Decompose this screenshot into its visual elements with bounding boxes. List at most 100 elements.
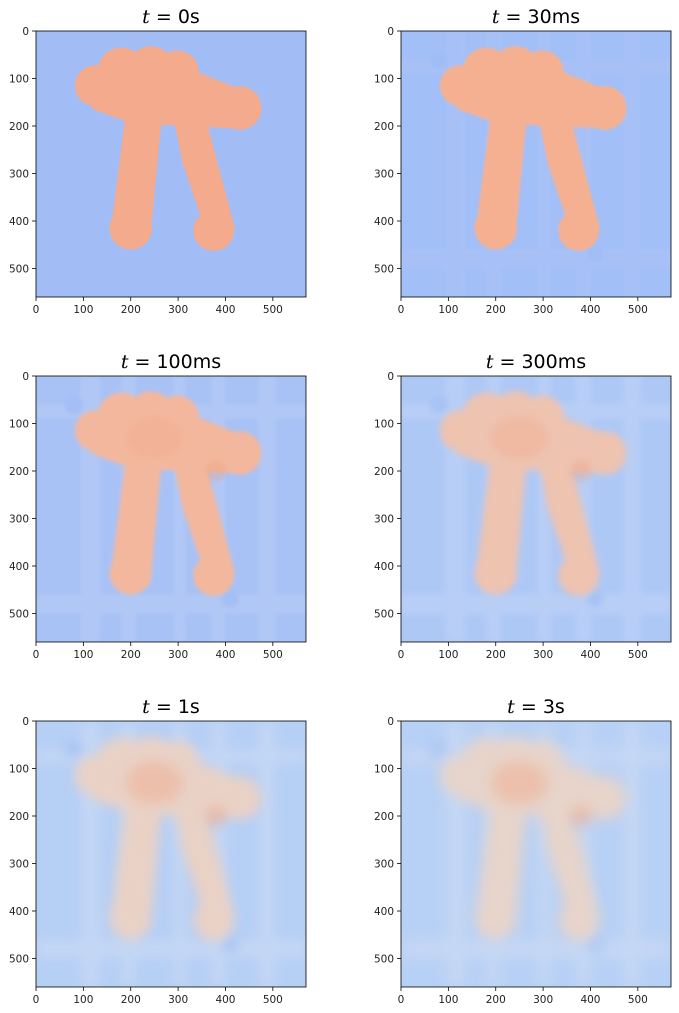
title-value: 100ms [156,351,221,373]
title-variable: t [507,696,515,718]
y-tick-label: 400 [9,906,29,918]
x-tick-label: 300 [533,649,553,661]
y-tick-label: 100 [374,419,394,431]
x-tick-label: 100 [73,994,93,1006]
y-tick-label: 0 [387,26,394,38]
x-tick-label: 300 [168,649,188,661]
title-variable: t [492,6,500,28]
y-tick-label: 200 [9,121,29,133]
panel-0s: 0 100 200 300 400 500 0 100 200 300 400 500 t = 0s [9,6,307,316]
y-tick-label: 100 [374,764,394,776]
y-tick-label: 400 [9,561,29,573]
panel-title: t = 1s [142,696,200,718]
y-tick-label: 500 [374,954,394,966]
y-tick-label: 200 [374,466,394,478]
axes-frame [400,720,672,988]
y-tick-label: 400 [374,216,394,228]
x-tick-label: 200 [121,994,141,1006]
y-tick-label: 300 [9,169,29,181]
y-tick-label: 0 [387,371,394,383]
heatmap-image [36,31,306,297]
y-tick-label: 0 [22,26,29,38]
title-value: 1s [178,696,200,718]
y-tick-label: 500 [374,264,394,276]
x-tick-label: 0 [398,649,405,661]
x-tick-label: 300 [168,994,188,1006]
shape-region [74,46,262,251]
title-equals: = [128,351,156,373]
panel-100ms: 0 100 200 300 400 500 0 100 200 300 400 500 t = 100m… [9,351,307,661]
x-tick-label: 100 [73,304,93,316]
panel-title: t = 100ms [121,351,221,373]
x-tick-label: 100 [438,994,458,1006]
x-tick-label: 500 [263,304,283,316]
y-tick-label: 0 [387,716,394,728]
axes-frame [35,720,307,988]
title-equals: = [150,696,178,718]
x-tick-label: 500 [263,994,283,1006]
y-tick-label: 0 [22,716,29,728]
panel-3s: 0 100 200 300 400 500 0 100 200 300 400 500 t = 3s [374,696,672,1006]
heatmap-image [36,376,306,642]
panel-300ms: 0 100 200 300 400 500 0 100 200 300 400 500 t = 300m… [374,351,672,661]
y-tick-label: 200 [374,811,394,823]
y-tick-label: 200 [9,466,29,478]
x-tick-label: 500 [628,304,648,316]
axes-frame [400,375,672,643]
heatmap-image [401,721,671,987]
axes-frame [35,30,307,298]
x-tick-label: 0 [398,994,405,1006]
shape-region [439,46,627,251]
x-tick-label: 400 [580,649,600,661]
x-tick-label: 400 [215,304,235,316]
title-variable: t [142,6,150,28]
title-equals: = [515,696,543,718]
x-tick-label: 100 [438,649,458,661]
y-tick-label: 200 [374,121,394,133]
title-variable: t [486,351,494,373]
x-tick-label: 300 [533,304,553,316]
title-value: 300ms [521,351,586,373]
y-tick-label: 400 [374,906,394,918]
y-tick-label: 100 [9,419,29,431]
heatmap-image [401,31,671,297]
panel-title: t = 3s [507,696,565,718]
x-tick-label: 100 [73,649,93,661]
x-tick-label: 400 [580,994,600,1006]
x-tick-label: 0 [398,304,405,316]
heatmap-image [36,721,306,987]
x-tick-label: 200 [121,304,141,316]
x-tick-label: 0 [33,994,40,1006]
y-tick-label: 100 [9,74,29,86]
x-tick-label: 200 [486,304,506,316]
title-value: 30ms [528,6,581,28]
y-tick-label: 300 [9,859,29,871]
panel-30ms: 0 100 200 300 400 500 0 100 200 300 400 500 t = 30ms [374,6,672,316]
x-tick-label: 500 [263,649,283,661]
y-tick-label: 500 [374,609,394,621]
y-tick-label: 500 [9,609,29,621]
x-tick-label: 300 [533,994,553,1006]
x-tick-label: 400 [580,304,600,316]
x-tick-label: 0 [33,304,40,316]
panel-title: t = 30ms [492,6,580,28]
y-tick-label: 400 [9,216,29,228]
y-tick-label: 500 [9,264,29,276]
x-tick-label: 0 [33,649,40,661]
axes-frame [400,30,672,298]
x-tick-label: 200 [486,649,506,661]
y-tick-label: 300 [374,514,394,526]
title-equals: = [493,351,521,373]
y-tick-label: 100 [374,74,394,86]
x-tick-label: 400 [215,994,235,1006]
y-tick-label: 300 [9,514,29,526]
panel-1s: 0 100 200 300 400 500 0 100 200 300 400 500 t = 1s [9,696,307,1006]
y-tick-label: 300 [374,169,394,181]
x-tick-label: 400 [215,649,235,661]
y-tick-label: 400 [374,561,394,573]
x-tick-label: 200 [121,649,141,661]
x-tick-label: 200 [486,994,506,1006]
y-tick-label: 0 [22,371,29,383]
y-tick-label: 100 [9,764,29,776]
